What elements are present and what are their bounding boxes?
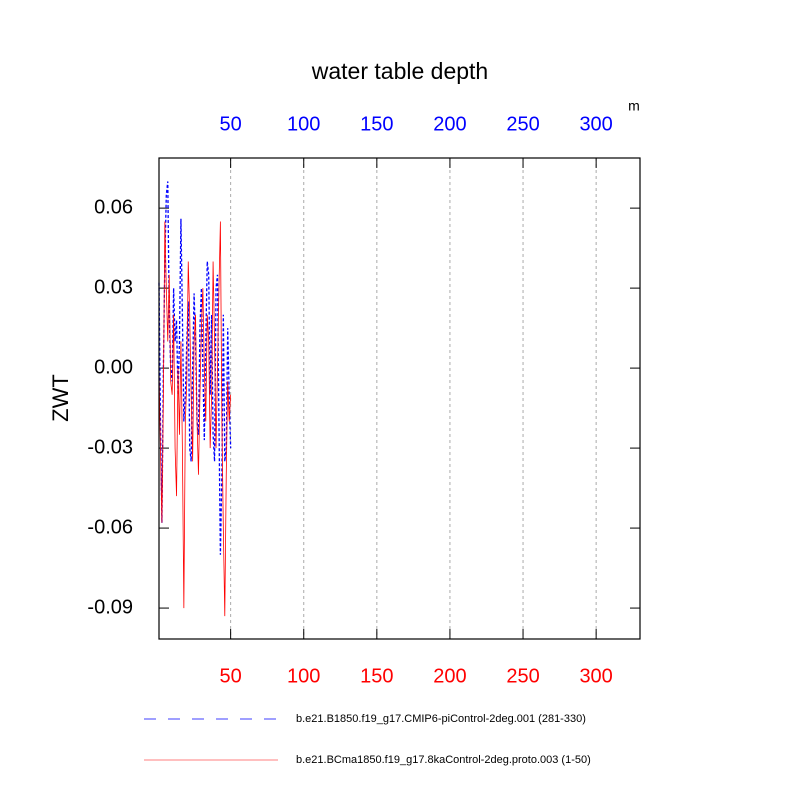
chart-title: water table depth [311, 58, 488, 84]
x2-tick-label: 200 [433, 113, 466, 135]
y-tick-label: 0.00 [94, 356, 133, 378]
x2-tick-label: 300 [579, 113, 612, 135]
x-tick-label: 50 [220, 665, 242, 687]
axis-unit: m [628, 98, 640, 114]
y-tick-label: 0.06 [94, 196, 133, 218]
plot-frame [158, 157, 641, 640]
x-tick-label: 150 [360, 665, 393, 687]
y-tick-label: -0.03 [87, 436, 133, 458]
x-tick-label: 250 [506, 665, 539, 687]
y-tick-label: -0.09 [87, 596, 133, 618]
x-tick-label: 200 [433, 665, 466, 687]
legend-label: b.e21.BCma1850.f19_g17.8kaControl-2deg.p… [296, 754, 591, 766]
y-tick-label: 0.03 [94, 276, 133, 298]
x2-tick-label: 50 [220, 113, 242, 135]
y-tick-label: -0.06 [87, 516, 133, 538]
x2-tick-label: 100 [287, 113, 320, 135]
y-axis-label: ZWT [48, 374, 73, 422]
legend-label: b.e21.B1850.f19_g17.CMIP6-piControl-2deg… [296, 713, 586, 725]
data-line [158, 221, 232, 617]
x-tick-label: 300 [579, 665, 612, 687]
x-tick-label: 100 [287, 665, 320, 687]
x2-tick-label: 150 [360, 113, 393, 135]
x2-tick-label: 250 [506, 113, 539, 135]
